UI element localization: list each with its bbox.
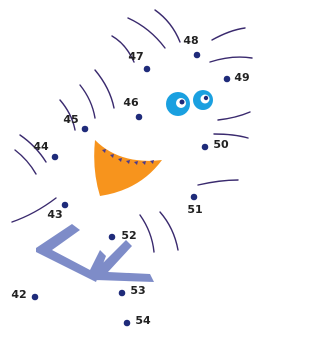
dot-label: 46: [123, 96, 139, 109]
dot: [224, 76, 231, 83]
dot: [136, 114, 143, 121]
eyes: [166, 90, 213, 116]
dot-label: 47: [128, 50, 143, 63]
dot-label: 44: [33, 140, 49, 153]
dot-label: 53: [130, 284, 145, 297]
dot-to-dot-puzzle: 42 43 44 45 46 47 48 49 50 51 52 53 54: [0, 0, 261, 339]
dot: [124, 320, 131, 327]
dot: [109, 234, 116, 241]
dot-label: 51: [187, 203, 202, 216]
dot: [52, 154, 59, 161]
dot: [194, 52, 201, 59]
dot-label: 49: [234, 71, 249, 84]
dot-label: 50: [213, 138, 229, 151]
dot-label: 42: [11, 288, 26, 301]
dot-label: 52: [121, 229, 136, 242]
dot-label: 54: [135, 314, 151, 327]
mouth: [94, 140, 162, 196]
dot: [32, 294, 39, 301]
dot: [202, 144, 209, 151]
dot: [191, 194, 198, 201]
dot-label: 48: [183, 34, 198, 47]
dot-label: 45: [63, 113, 78, 126]
dot: [144, 66, 151, 73]
dot-label: 43: [47, 208, 62, 221]
dot: [62, 202, 69, 209]
dot: [119, 290, 126, 297]
dot: [82, 126, 89, 133]
